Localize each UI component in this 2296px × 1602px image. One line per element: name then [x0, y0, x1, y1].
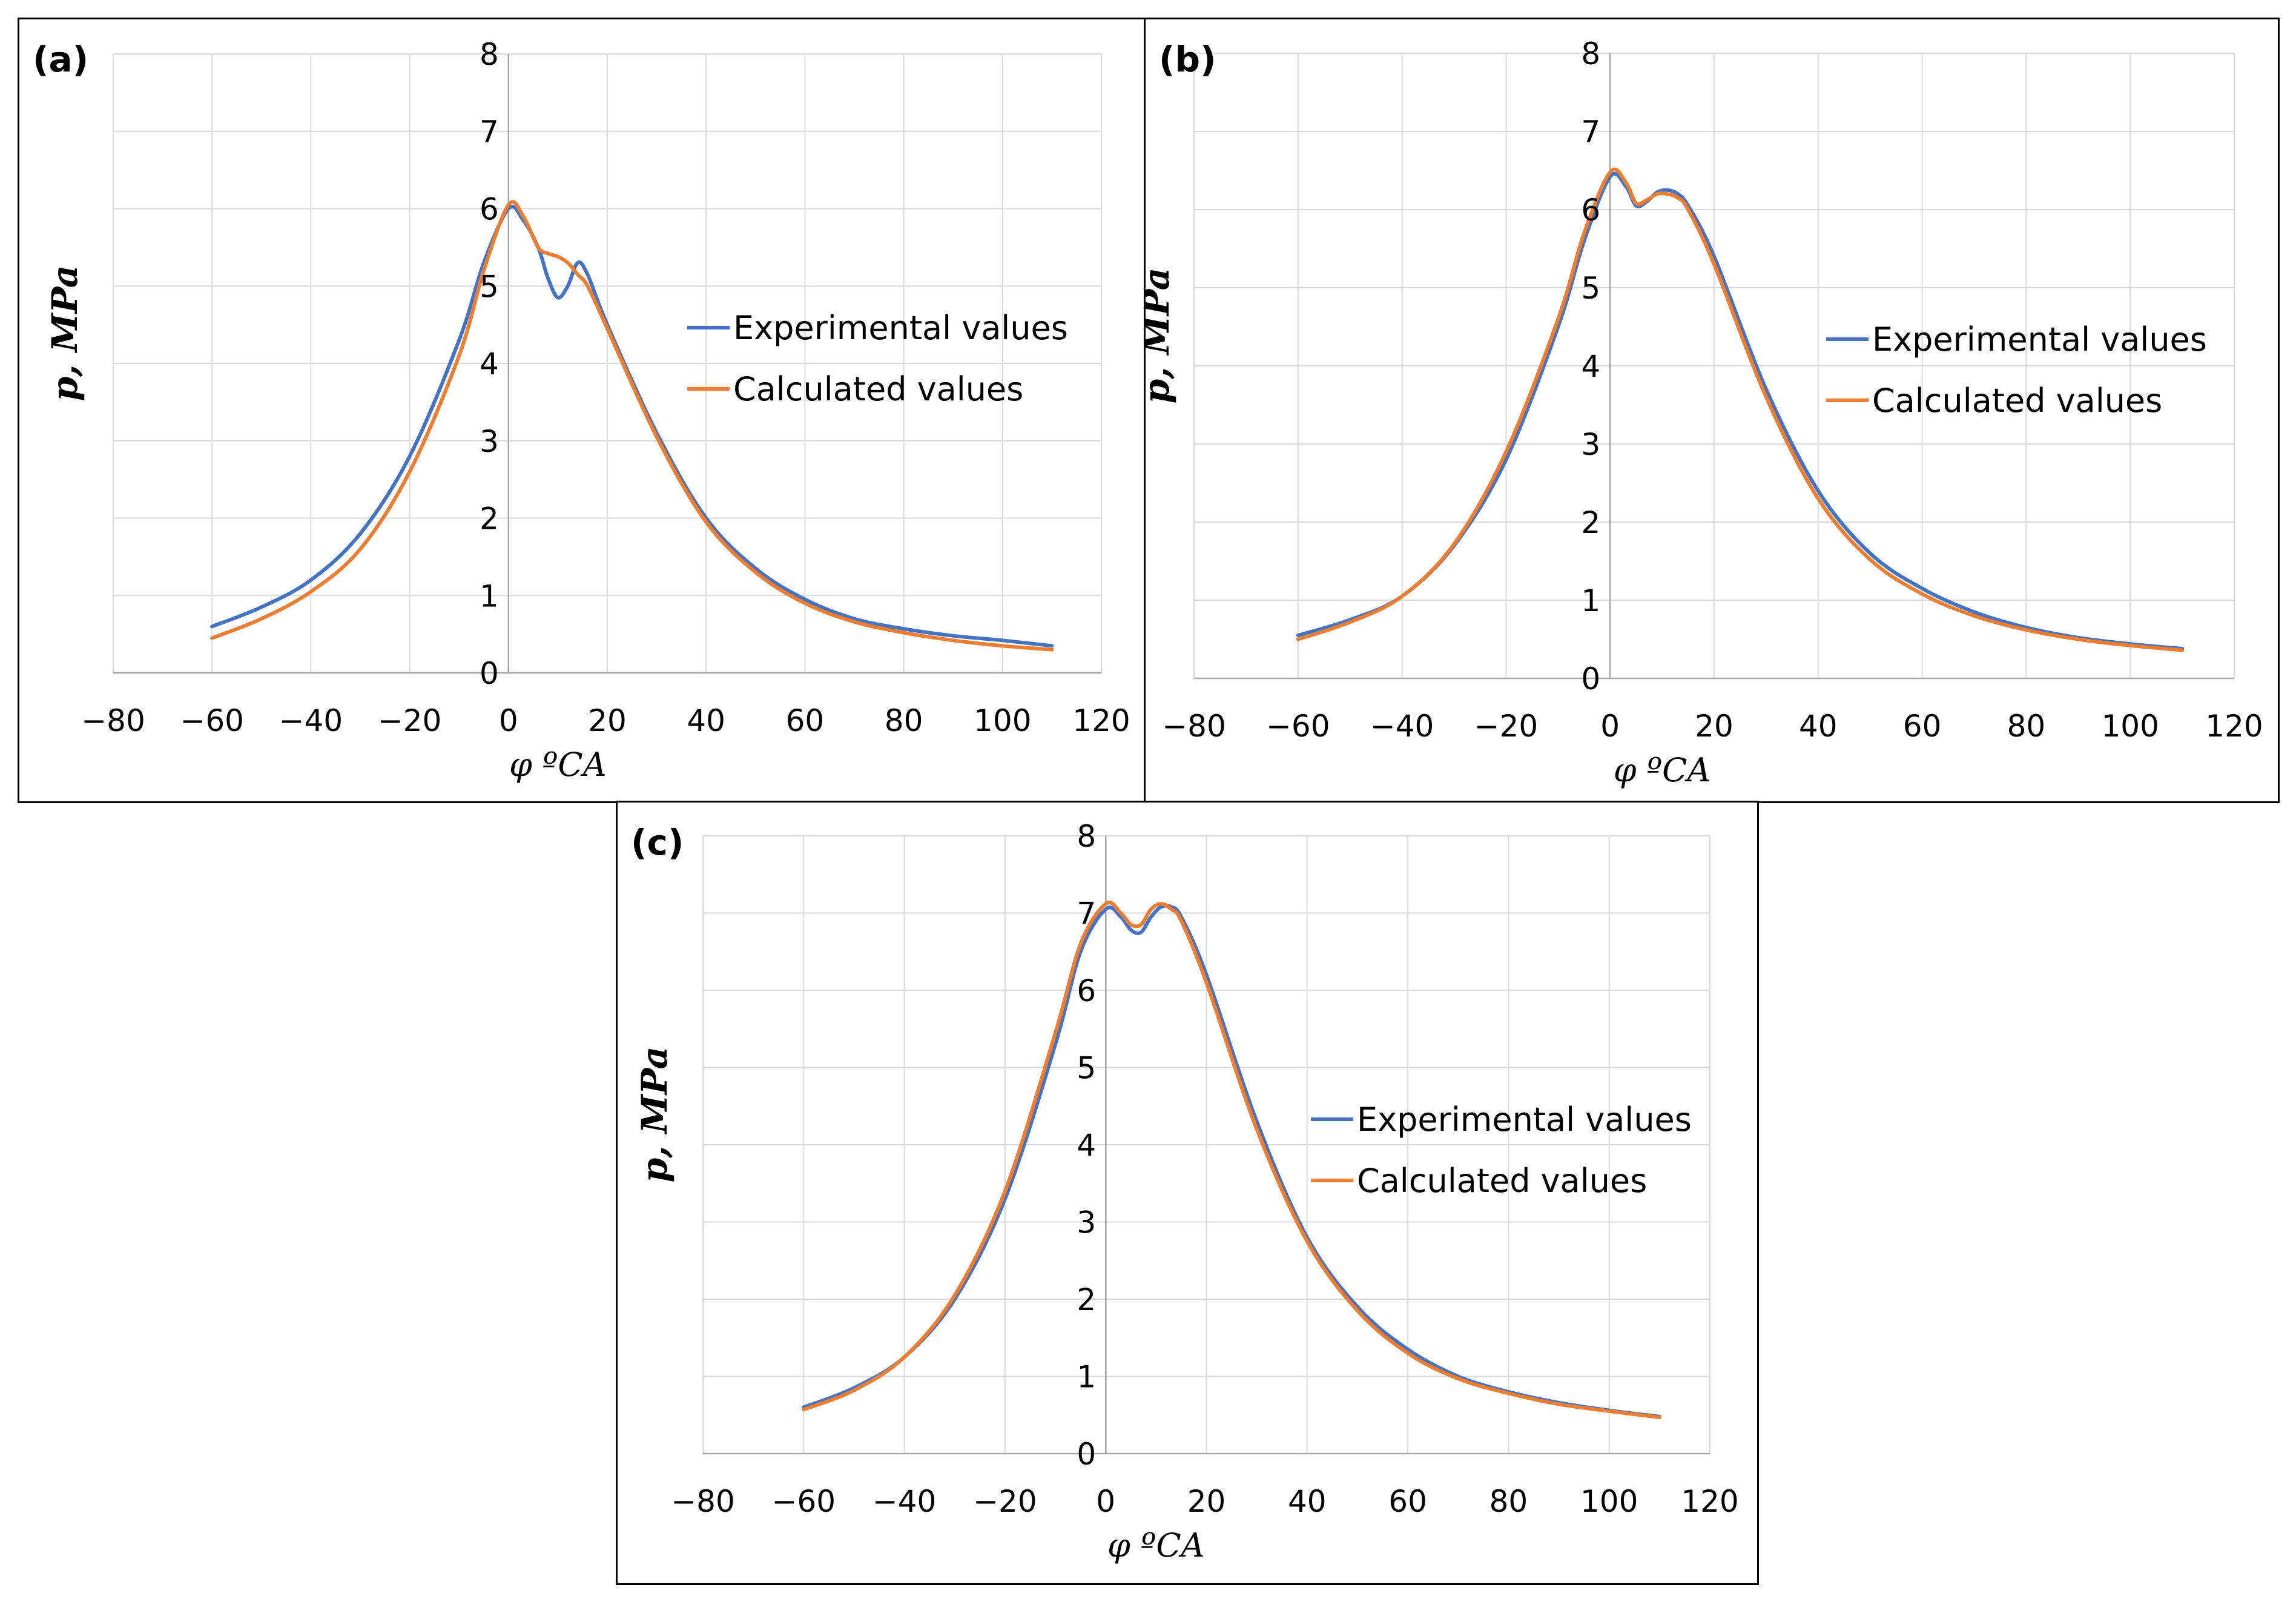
x-tick-label-a: −20	[378, 703, 442, 738]
legend-label-experimental-a: Experimental values	[733, 309, 1068, 347]
series-line-calculated-a	[210, 200, 1054, 652]
y-tick-label-a: 5	[480, 269, 499, 304]
x-axis-title-c: φ ºCA	[1107, 1526, 1205, 1564]
chart-c-svg: 0 1 2 3 4 5 6 7 8 −80 −60 −40 −20 0 20 40 60 80 100 120 φ ºC…	[631, 819, 1739, 1564]
legend-label-calculated-a: Calculated values	[733, 370, 1023, 408]
x-tick-label-c: 80	[1489, 1484, 1528, 1519]
x-tick-label-c: −60	[772, 1484, 836, 1519]
panel-label-c: (c)	[631, 822, 684, 863]
x-tick-label-b: 100	[2101, 709, 2159, 744]
x-tick-label-a: 80	[885, 703, 923, 738]
y-tick-label-c: 5	[1077, 1051, 1096, 1086]
series-line-calculated-c	[802, 901, 1661, 1420]
y-tick-label-b: 2	[1581, 505, 1600, 540]
y-tick-label-b: 6	[1581, 193, 1600, 228]
gridlines-b	[1193, 53, 2235, 679]
x-tick-label-a: −80	[81, 703, 145, 738]
legend-label-calculated-b: Calculated values	[1872, 382, 2162, 420]
y-tick-label-b: 7	[1581, 114, 1600, 150]
x-tick-label-b: 120	[2205, 709, 2263, 744]
x-tick-label-c: 100	[1580, 1484, 1638, 1519]
x-tick-label-a: 100	[974, 703, 1031, 738]
y-tick-label-b: 3	[1581, 427, 1600, 462]
y-tick-label-a: 0	[480, 656, 499, 691]
x-tick-label-c: 0	[1096, 1484, 1115, 1519]
x-tick-label-b: −80	[1162, 709, 1226, 744]
series-line-experimental-c	[802, 904, 1661, 1418]
y-tick-label-c: 4	[1077, 1128, 1096, 1163]
x-tick-label-c: 60	[1388, 1484, 1427, 1519]
x-tick-label-b: 0	[1600, 709, 1620, 744]
x-tick-label-a: −60	[180, 703, 244, 738]
x-tick-label-c: 120	[1681, 1484, 1738, 1519]
chart-panel-c: 0 1 2 3 4 5 6 7 8 −80 −60 −40 −20 0 20 40 60 80 100 120 φ ºC…	[616, 801, 1759, 1585]
y-tick-label-b: 5	[1581, 271, 1600, 306]
y-tick-label-a: 6	[480, 192, 499, 227]
x-tick-label-c: −40	[873, 1484, 937, 1519]
y-tick-label-c: 7	[1077, 896, 1096, 932]
y-tick-label-a: 8	[480, 37, 499, 72]
y-tick-label-b: 8	[1581, 36, 1600, 71]
y-tick-label-c: 3	[1077, 1205, 1096, 1240]
legend-label-calculated-c: Calculated values	[1357, 1162, 1647, 1200]
x-tick-label-a: 0	[499, 703, 518, 738]
x-tick-label-b: −20	[1474, 709, 1539, 744]
x-tick-label-b: −40	[1370, 709, 1434, 744]
y-tick-label-b: 0	[1581, 661, 1600, 697]
x-axis-title-b: φ ºCA	[1614, 751, 1711, 789]
panel-label-a: (a)	[33, 39, 88, 80]
y-tick-label-a: 1	[480, 578, 499, 614]
x-tick-label-c: −20	[973, 1484, 1037, 1519]
y-tick-label-c: 2	[1077, 1282, 1096, 1317]
chart-panel-a: 0 1 2 3 4 5 6 7 8 −80 −60 −40 −20 0 20 40 60 80 100 120 φ ºC…	[18, 18, 1148, 803]
x-tick-label-b: 60	[1903, 709, 1942, 744]
gridlines-a	[113, 53, 1102, 674]
x-tick-label-a: 60	[786, 703, 825, 738]
chart-a-svg: 0 1 2 3 4 5 6 7 8 −80 −60 −40 −20 0 20 40 60 80 100 120 φ ºC…	[33, 37, 1130, 784]
x-tick-label-c: 20	[1187, 1484, 1226, 1519]
y-tick-label-a: 2	[480, 501, 499, 537]
x-tick-label-b: 40	[1799, 709, 1838, 744]
legend-label-experimental-b: Experimental values	[1872, 320, 2207, 359]
y-tick-label-a: 4	[480, 346, 499, 382]
x-tick-label-a: 40	[687, 703, 725, 738]
x-tick-label-a: −40	[279, 703, 343, 738]
series-line-calculated-b	[1296, 167, 2185, 652]
x-tick-label-b: 20	[1695, 709, 1734, 744]
panel-label-b: (b)	[1159, 39, 1216, 80]
y-tick-label-a: 7	[480, 114, 499, 150]
legend-label-experimental-c: Experimental values	[1357, 1101, 1692, 1139]
gridlines-c	[702, 835, 1710, 1454]
chart-panel-b: 0 1 2 3 4 5 6 7 8 −80 −60 −40 −20 0 20 40 60 80 100 120 φ ºC…	[1144, 18, 2280, 803]
x-axis-title-a: φ ºCA	[509, 746, 607, 784]
series-line-experimental-b	[1296, 171, 2185, 650]
y-axis-title-a: p, MPa	[44, 265, 85, 402]
x-tick-label-c: 40	[1288, 1484, 1327, 1519]
x-tick-label-b: −60	[1266, 709, 1330, 744]
y-tick-label-c: 0	[1077, 1437, 1096, 1472]
series-line-experimental-a	[210, 205, 1054, 648]
y-tick-label-a: 3	[480, 424, 499, 459]
x-tick-label-a: 20	[588, 703, 627, 738]
y-axis-title-b: p, MPa	[1146, 268, 1177, 404]
y-tick-label-c: 8	[1077, 819, 1096, 854]
chart-b-svg: 0 1 2 3 4 5 6 7 8 −80 −60 −40 −20 0 20 40 60 80 100 120 φ ºC…	[1146, 36, 2263, 789]
x-tick-label-a: 120	[1072, 703, 1130, 738]
y-tick-label-c: 6	[1077, 973, 1096, 1008]
y-tick-label-b: 4	[1581, 349, 1600, 384]
y-tick-label-c: 1	[1077, 1360, 1096, 1395]
x-tick-label-c: −80	[671, 1484, 735, 1519]
x-tick-label-b: 80	[2007, 709, 2046, 744]
y-axis-title-c: p, MPa	[634, 1047, 675, 1183]
y-tick-label-b: 1	[1581, 583, 1600, 618]
